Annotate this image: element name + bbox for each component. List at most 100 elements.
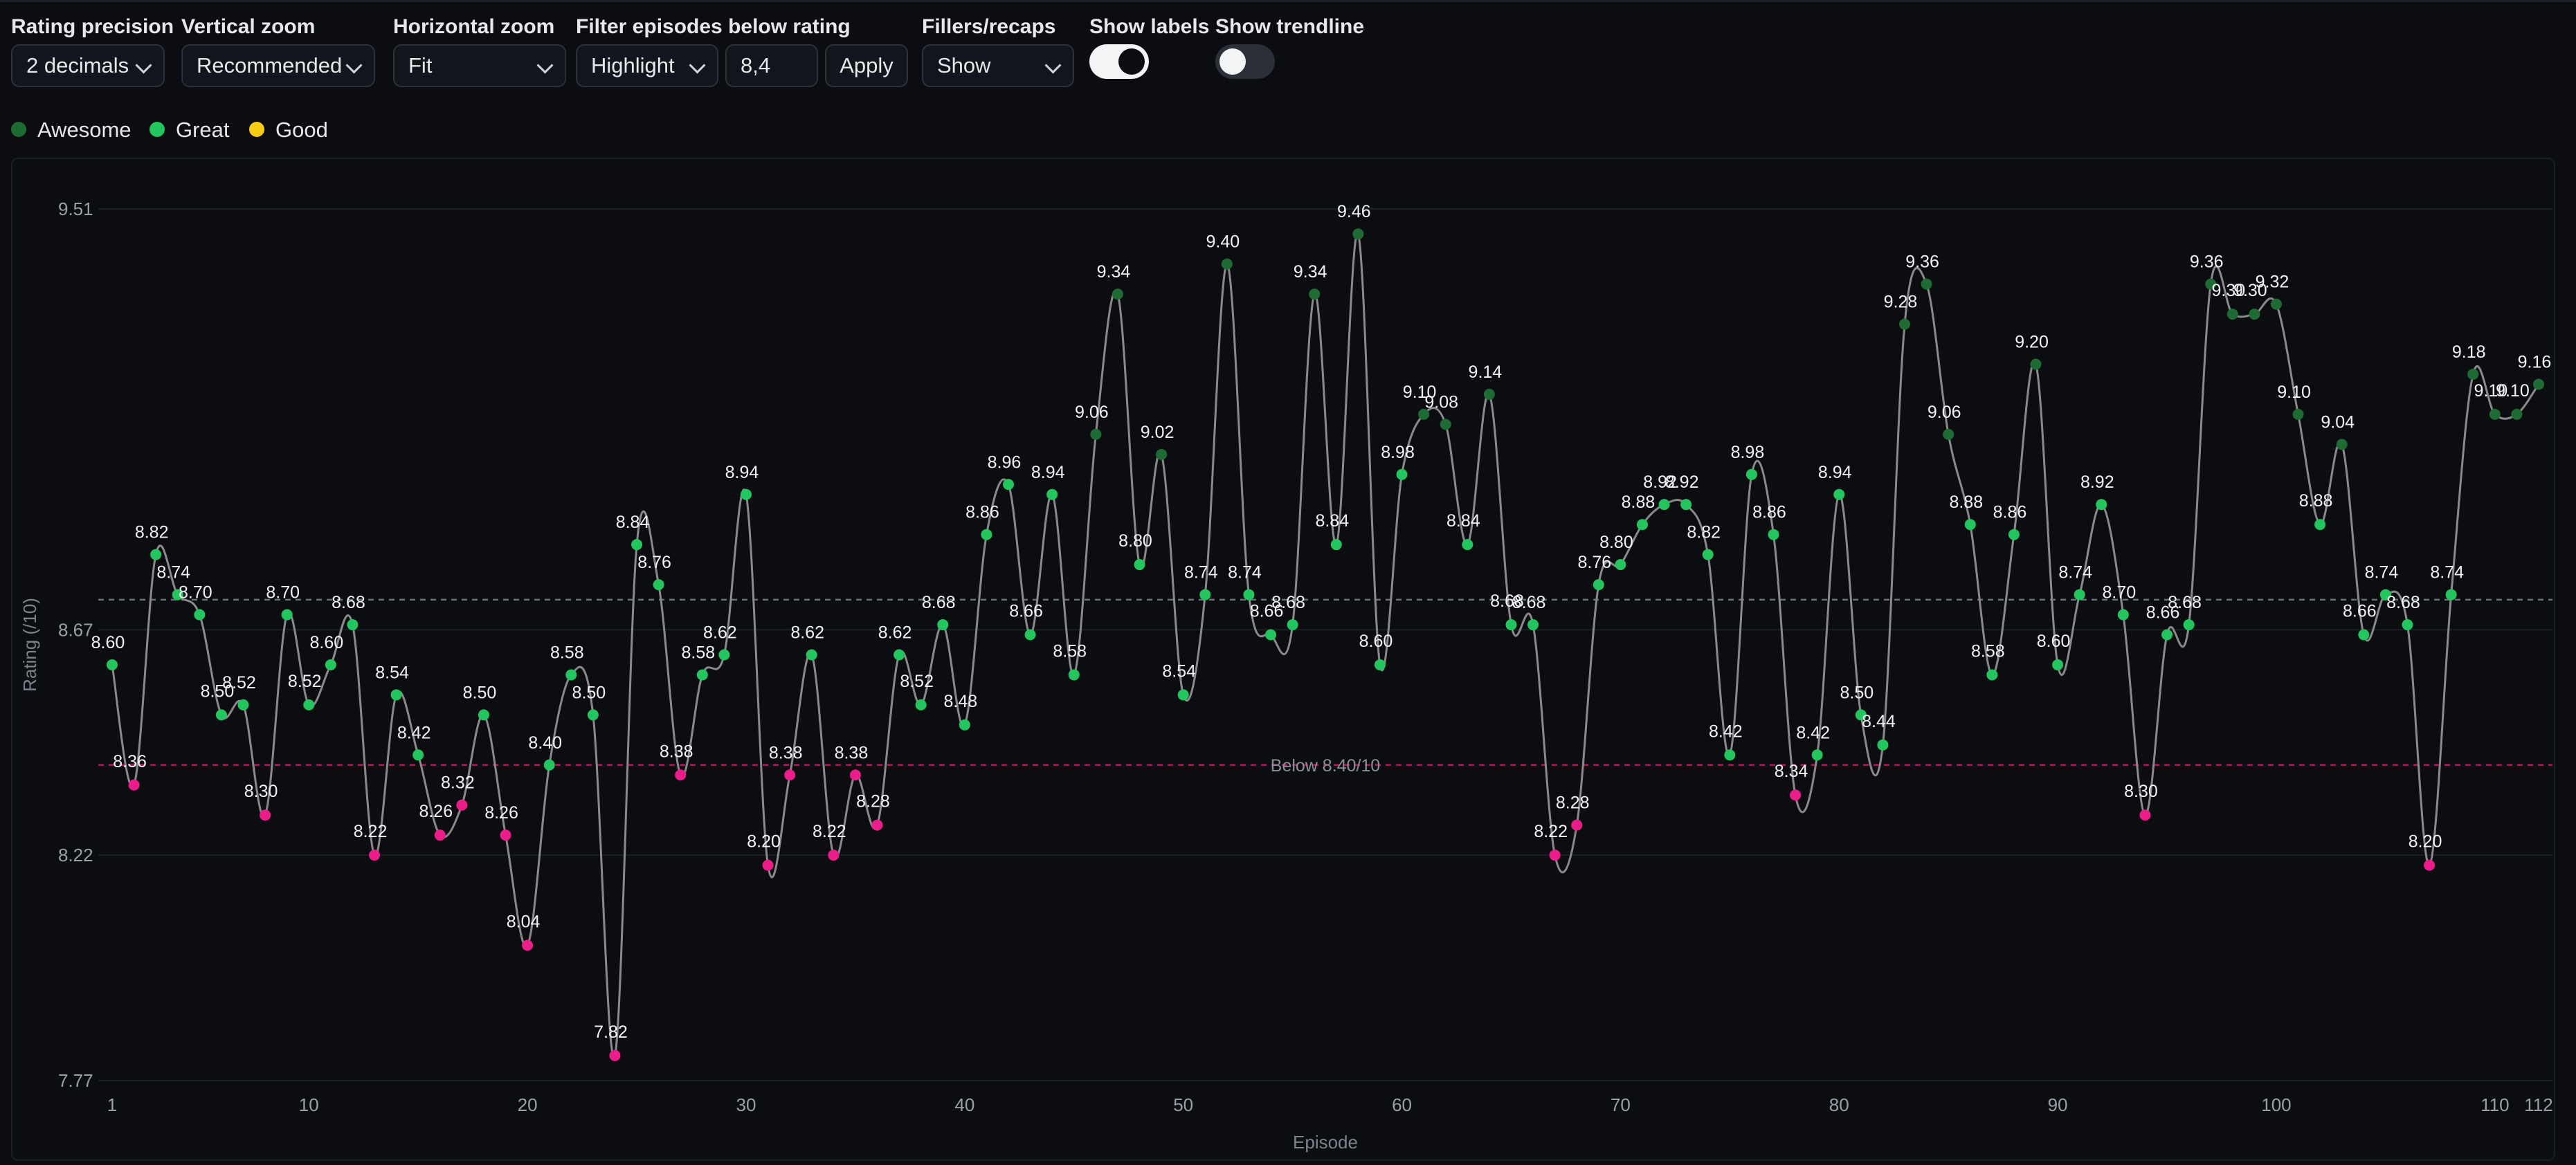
episode-point <box>565 669 577 681</box>
vertical-zoom-control: Vertical zoom Recommended <box>181 15 375 87</box>
episode-point <box>871 819 883 831</box>
show-trendline-toggle[interactable] <box>1215 44 1275 79</box>
episode-point <box>1440 419 1451 430</box>
episode-point <box>172 589 183 600</box>
episode-point <box>1943 428 1954 440</box>
episode-label: 8.68 <box>332 593 365 612</box>
episode-label: 8.80 <box>1599 533 1633 552</box>
rating-series-line <box>111 232 2540 1058</box>
horizontal-zoom-select[interactable]: Fit <box>393 44 566 87</box>
episode-point <box>1636 519 1648 531</box>
vertical-zoom-select[interactable]: Recommended <box>181 44 375 87</box>
episode-label: 8.42 <box>397 723 431 742</box>
horizontal-zoom-label: Horizontal zoom <box>393 15 555 38</box>
episode-label: 9.16 <box>2518 352 2552 371</box>
show-labels-toggle[interactable] <box>1089 44 1149 79</box>
episode-label: 8.58 <box>1053 641 1087 661</box>
episode-label: 8.66 <box>2343 602 2377 621</box>
episode-point <box>2270 298 2282 310</box>
episode-label: 8.42 <box>1796 723 1830 742</box>
episode-point <box>1352 228 1364 240</box>
apply-button[interactable]: Apply <box>825 44 908 87</box>
legend-item-great[interactable]: Great <box>149 118 230 143</box>
episode-label: 9.30 <box>2211 281 2245 300</box>
episode-point <box>1156 448 1168 460</box>
filter-control: Filter episodes below rating Highlight 8… <box>576 15 908 87</box>
episode-label: 8.04 <box>507 912 541 931</box>
episode-point <box>696 669 708 681</box>
episode-point <box>1921 278 1932 290</box>
x-tick-label: 60 <box>1392 1094 1412 1115</box>
filter-mode-select[interactable]: Highlight <box>576 44 718 87</box>
x-tick-label: 80 <box>1829 1094 1849 1115</box>
fillers-value: Show <box>937 53 991 77</box>
episode-label: 8.52 <box>222 673 256 692</box>
episode-label: 9.40 <box>1206 232 1240 252</box>
episode-label: 8.68 <box>2386 593 2420 612</box>
episode-label: 9.02 <box>1141 423 1174 442</box>
episode-label: 8.50 <box>1840 683 1874 702</box>
episode-point <box>303 699 315 710</box>
rating-precision-value: 2 decimals <box>26 53 129 77</box>
episode-point <box>1462 539 1473 551</box>
episode-point <box>2533 378 2544 390</box>
y-axis-label: Rating (/10) <box>19 598 40 692</box>
episode-label: 9.34 <box>1294 262 1327 282</box>
episode-point <box>937 619 949 631</box>
episode-label: 8.94 <box>1818 463 1852 482</box>
episode-label: 8.92 <box>1665 473 1699 492</box>
episode-point <box>543 759 555 771</box>
filter-threshold-input[interactable]: 8,4 <box>725 44 818 87</box>
episode-point <box>1745 468 1757 480</box>
episode-point <box>1964 519 1976 531</box>
episode-point <box>1702 549 1714 560</box>
x-tick-label: 90 <box>2048 1094 2068 1115</box>
rating-precision-select[interactable]: 2 decimals <box>11 44 165 87</box>
episode-label: 8.76 <box>1577 553 1611 572</box>
episode-point <box>784 769 796 781</box>
episode-label: 8.74 <box>1228 563 1262 582</box>
episode-label: 8.30 <box>2124 782 2158 801</box>
episode-point <box>2183 619 2195 631</box>
episode-point <box>434 829 446 841</box>
fillers-select[interactable]: Show <box>922 44 1074 87</box>
episode-label: 9.34 <box>1097 262 1131 282</box>
episode-point <box>1899 318 1911 330</box>
episode-label: 8.40 <box>528 733 562 753</box>
episode-point <box>587 709 599 721</box>
episode-label: 8.94 <box>1031 463 1065 482</box>
episode-label: 8.52 <box>900 672 934 691</box>
legend-dot <box>249 121 264 137</box>
episode-point <box>1243 589 1255 600</box>
show-labels-label: Show labels <box>1089 15 1210 38</box>
episode-point <box>2467 368 2479 380</box>
episode-label: 8.66 <box>1009 602 1043 621</box>
episode-point <box>2226 309 2238 320</box>
episode-point <box>2249 309 2260 320</box>
filter-label: Filter episodes below rating <box>576 15 851 38</box>
episode-point <box>1615 559 1626 571</box>
vertical-zoom-value: Recommended <box>197 53 343 77</box>
episode-point <box>369 850 381 861</box>
legend-item-awesome[interactable]: Awesome <box>11 118 131 143</box>
episode-point <box>1396 468 1408 480</box>
legend-item-good[interactable]: Good <box>249 118 328 143</box>
episode-label: 9.06 <box>1075 403 1109 422</box>
episode-label: 8.74 <box>1184 563 1218 582</box>
x-tick-label: 110 <box>2480 1094 2509 1115</box>
episode-label: 8.86 <box>1752 503 1786 522</box>
episode-point <box>2292 408 2304 420</box>
episode-label: 8.74 <box>2430 563 2464 582</box>
episode-point <box>1877 739 1889 751</box>
episode-label: 8.60 <box>2037 632 2071 651</box>
episode-point <box>412 749 424 761</box>
episode-label: 8.20 <box>747 832 781 852</box>
episode-point <box>1680 499 1692 511</box>
fillers-control: Fillers/recaps Show <box>922 15 1074 87</box>
episode-point <box>2205 278 2217 290</box>
episode-label: 9.04 <box>2321 412 2355 432</box>
episode-point <box>1790 789 1802 801</box>
episode-label: 8.58 <box>1971 641 2005 661</box>
episode-point <box>390 689 402 701</box>
episode-point <box>2052 659 2064 670</box>
